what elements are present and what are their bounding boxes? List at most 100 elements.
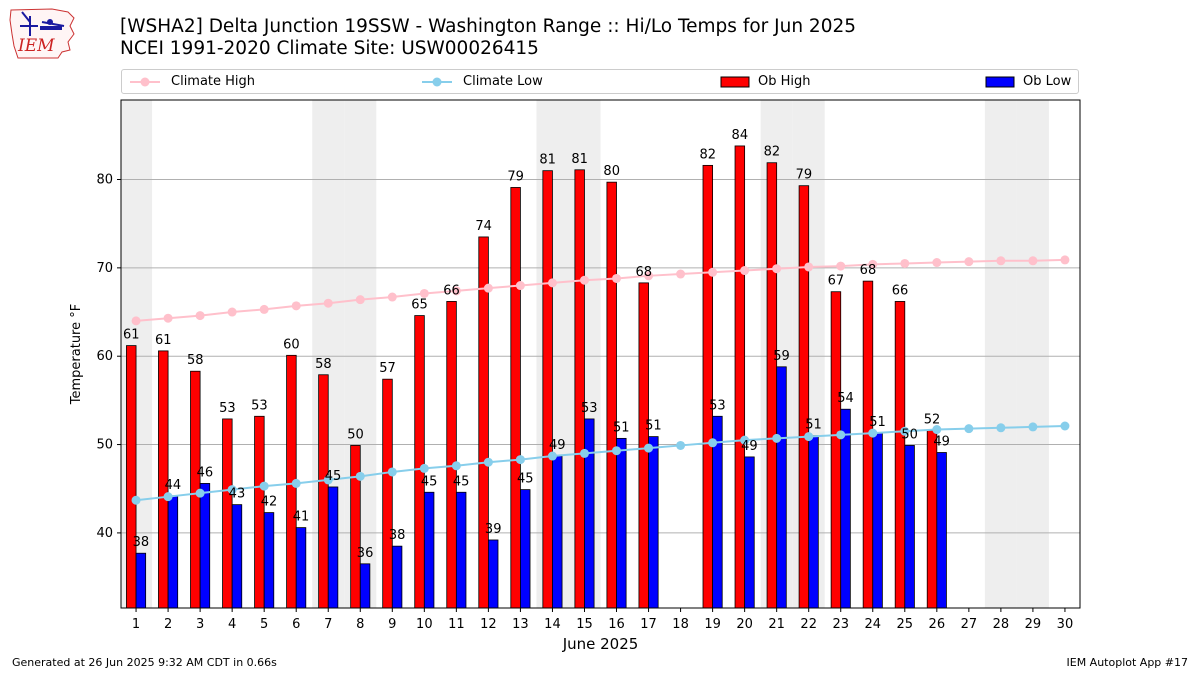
climate-low-point <box>964 424 974 434</box>
y-tick-label: 50 <box>96 438 113 453</box>
x-tick-label: 12 <box>480 617 497 632</box>
climate-high-point <box>259 304 269 314</box>
x-tick-label: 9 <box>388 617 396 632</box>
climate-high-line <box>135 258 1065 322</box>
bar-ob-high <box>126 345 137 608</box>
x-tick-label: 10 <box>416 617 433 632</box>
climate-low-point <box>804 432 814 442</box>
data-label: 50 <box>901 427 918 442</box>
bar-ob-high <box>350 445 361 608</box>
bar-ob-low <box>744 456 755 608</box>
x-tick-label: 1 <box>132 617 140 632</box>
data-label: 79 <box>796 168 813 183</box>
bar-ob-low <box>199 483 211 608</box>
climate-high-point <box>323 298 333 308</box>
plot-frame <box>120 99 1081 609</box>
climate-high-point <box>515 281 525 291</box>
climate-low-point <box>1060 421 1070 431</box>
data-label: 52 <box>924 412 941 427</box>
data-label: 54 <box>837 391 854 406</box>
data-label: 53 <box>709 398 726 413</box>
bar-ob-high <box>254 415 265 608</box>
data-label: 57 <box>379 361 396 376</box>
bar-ob-high <box>830 291 842 608</box>
climate-low-point <box>547 451 557 461</box>
x-tick-label: 3 <box>196 617 204 632</box>
bar-ob-low <box>423 491 435 608</box>
bar-ob-high <box>382 378 393 608</box>
data-label: 65 <box>411 298 428 313</box>
climate-low-point <box>1028 422 1038 432</box>
climate-high-point <box>419 288 429 298</box>
weekend-shade <box>1016 100 1049 608</box>
climate-high-point <box>195 311 205 321</box>
bar-ob-low <box>327 486 339 608</box>
bar-ob-high <box>222 418 233 608</box>
bar-ob-low <box>808 435 819 608</box>
climate-low-point <box>644 443 654 453</box>
bar-ob-low <box>616 437 627 608</box>
x-tick-label: 28 <box>993 617 1010 632</box>
climate-low-point <box>515 455 525 465</box>
x-tick-label: 8 <box>356 617 364 632</box>
climate-low-point <box>740 435 750 445</box>
weekend-shade <box>984 100 1017 608</box>
bar-ob-high <box>734 145 746 608</box>
bar-ob-high <box>510 187 521 608</box>
climate-low-line <box>135 425 1065 502</box>
climate-low-point <box>419 463 429 473</box>
bar-ob-high <box>766 162 778 608</box>
x-tick-label: 2 <box>164 617 172 632</box>
bar-ob-high <box>862 280 874 608</box>
climate-low-point <box>676 440 686 450</box>
climate-high-point <box>163 313 173 323</box>
climate-high-point <box>868 259 878 269</box>
climate-high-point <box>451 286 461 296</box>
climate-low-point <box>868 428 878 438</box>
bar-ob-high <box>926 430 938 608</box>
x-tick-label: 27 <box>961 617 978 632</box>
climate-low-point <box>131 495 141 505</box>
y-tick-label: 70 <box>96 261 113 276</box>
data-label: 38 <box>133 535 150 550</box>
title-line-1: [WSHA2] Delta Junction 19SSW - Washingto… <box>120 16 857 37</box>
data-label: 59 <box>773 349 790 364</box>
climate-high-point <box>772 264 782 274</box>
climate-high-point <box>387 292 397 302</box>
data-label: 41 <box>293 510 310 525</box>
climate-low-point <box>259 481 269 491</box>
data-label: 38 <box>389 528 406 543</box>
data-label: 45 <box>517 472 534 487</box>
climate-high-point <box>804 262 814 272</box>
climate-low-point <box>163 492 173 502</box>
data-label: 39 <box>485 522 502 537</box>
x-tick-label: 13 <box>512 617 529 632</box>
y-tick-label: 60 <box>96 349 113 364</box>
x-tick-label: 4 <box>228 617 236 632</box>
climate-high-point <box>547 278 557 288</box>
x-tick-label: 26 <box>929 617 946 632</box>
bar-ob-high <box>542 170 553 608</box>
climate-high-point <box>932 258 942 268</box>
climate-low-point <box>579 448 589 458</box>
title-line-2: NCEI 1991-2020 Climate Site: USW00026415 <box>120 38 539 59</box>
data-label: 45 <box>421 474 438 489</box>
data-label: 60 <box>283 337 300 352</box>
climate-low-point <box>612 446 622 456</box>
plot-area <box>126 145 1070 608</box>
bar-ob-high <box>798 185 810 608</box>
footer-generated: Generated at 26 Jun 2025 9:32 AM CDT in … <box>12 656 277 669</box>
x-tick-label: 23 <box>832 617 849 632</box>
bar-ob-high <box>318 374 329 608</box>
climate-low-point <box>708 438 718 448</box>
x-tick-label: 19 <box>704 617 721 632</box>
x-tick-label: 25 <box>897 617 914 632</box>
climate-high-point <box>740 266 750 276</box>
climate-high-point <box>964 257 974 267</box>
x-tick-label: 11 <box>448 617 465 632</box>
y-axis-label: Temperature °F <box>69 304 84 405</box>
bar-ob-low <box>263 512 275 608</box>
x-axis-label: June 2025 <box>562 635 639 653</box>
data-label: 46 <box>197 465 214 480</box>
bar-ob-low <box>936 452 947 608</box>
